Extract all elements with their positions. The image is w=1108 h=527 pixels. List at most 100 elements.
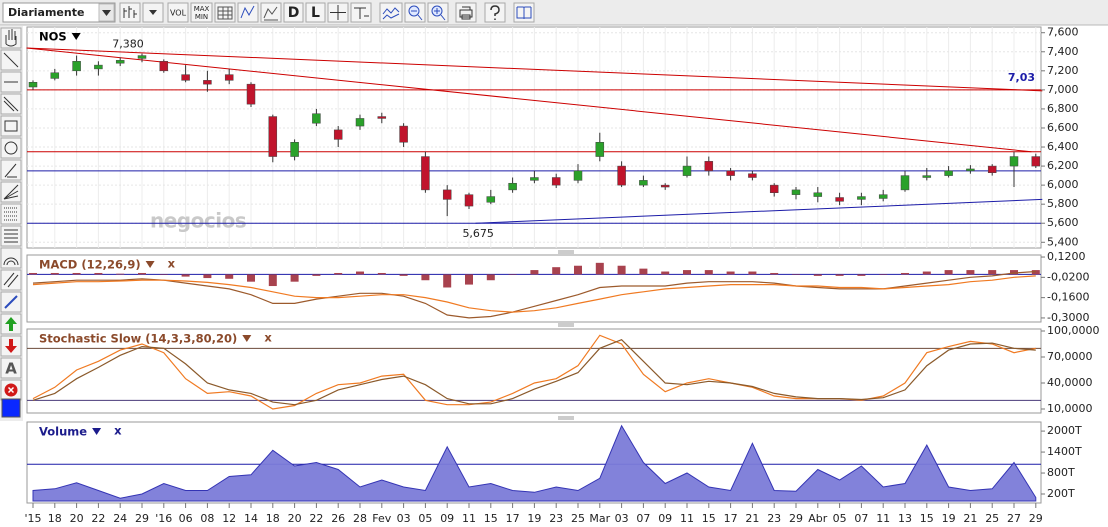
x-tick-label: 05: [418, 512, 432, 525]
histogram-bar: [857, 274, 866, 276]
panel-title: Volume: [39, 425, 87, 439]
candle-body: [72, 61, 81, 72]
x-tick-label: 19: [527, 512, 541, 525]
button[interactable]: [350, 2, 372, 23]
l-button[interactable]: [305, 2, 326, 23]
d-button[interactable]: [283, 2, 304, 23]
histogram-bar: [966, 270, 975, 275]
text-tool[interactable]: [0, 357, 22, 379]
histogram-bar: [116, 273, 125, 275]
histogram-bar: [835, 274, 844, 276]
panel-close[interactable]: x: [114, 424, 122, 438]
title-dropdown[interactable]: [71, 33, 81, 40]
button[interactable]: [484, 2, 506, 23]
icon: [4, 207, 18, 221]
x-tick-label: '15: [24, 512, 41, 525]
histogram-bar: [944, 270, 953, 275]
histogram-bar: [50, 272, 59, 275]
histogram-bar: [225, 274, 234, 279]
x-tick-label: 23: [549, 512, 563, 525]
x-tick-label: 17: [506, 512, 520, 525]
color-picker[interactable]: [1, 398, 21, 418]
tool-button[interactable]: [350, 2, 372, 23]
tool-button[interactable]: [214, 2, 236, 23]
annotation: 7,03: [1008, 71, 1035, 84]
grid-tool[interactable]: [0, 225, 22, 247]
button[interactable]: [119, 2, 141, 23]
x-tick-label: 15: [920, 512, 934, 525]
vol-button[interactable]: [167, 2, 189, 23]
title-dropdown[interactable]: [242, 335, 252, 342]
panel-title: MACD (12,26,9): [39, 258, 141, 272]
print-button[interactable]: [455, 2, 477, 23]
volume-area: [32, 424, 1037, 502]
histogram-bar: [138, 272, 146, 275]
hand-tool[interactable]: [0, 27, 22, 49]
title-dropdown[interactable]: [145, 261, 155, 268]
x-tick-label: Fev: [372, 512, 391, 525]
min-label: MIN: [195, 13, 208, 21]
y-tick-label: -0,1600: [1047, 291, 1089, 304]
histogram-bar: [726, 271, 735, 275]
period-select[interactable]: Diariamente: [2, 2, 116, 23]
x-tick-label: 29: [135, 512, 149, 525]
panel-close[interactable]: x: [168, 257, 176, 271]
book-button[interactable]: [513, 2, 535, 23]
zoom-in-button[interactable]: [427, 2, 449, 23]
x-tick-label: 25: [571, 512, 585, 525]
l-label: L: [311, 5, 320, 21]
help-button[interactable]: [484, 2, 506, 23]
candle-body: [137, 55, 147, 59]
y-tick-label: 6,400: [1047, 140, 1079, 153]
candle-body: [94, 64, 103, 70]
rect-tool[interactable]: [0, 115, 22, 137]
tool-button[interactable]: [142, 2, 164, 23]
fib-tool[interactable]: [0, 203, 22, 225]
select-box[interactable]: [2, 2, 116, 23]
y-tick-label: 100,0000: [1047, 324, 1100, 337]
title-dropdown[interactable]: [92, 428, 102, 435]
tool-button[interactable]: [119, 2, 141, 23]
ellipse-tool[interactable]: [0, 137, 22, 159]
icon: [123, 6, 137, 18]
candle-body: [290, 142, 299, 157]
candle-body: [726, 170, 735, 176]
y-tick-label: 7,400: [1047, 45, 1079, 58]
candle-body: [987, 165, 997, 173]
panel-close[interactable]: x: [264, 331, 272, 345]
icon: [5, 29, 17, 47]
x-tick-label: 18: [48, 512, 62, 525]
y-tick-label: 70,0000: [1047, 350, 1093, 363]
trend-line: [475, 198, 1043, 224]
icon: [4, 229, 18, 243]
tool-button[interactable]: [327, 2, 349, 23]
zoom-out-button[interactable]: [404, 2, 426, 23]
series-line: [32, 270, 1036, 319]
histogram-bar: [922, 271, 931, 275]
x-tick-label: 29: [789, 512, 803, 525]
trend-line: [26, 47, 1032, 153]
icon: [3, 272, 19, 288]
histogram-bar: [72, 272, 81, 275]
parallel-tool[interactable]: [0, 269, 22, 291]
tool-button[interactable]: [260, 2, 282, 23]
toolbar: [0, 0, 1108, 25]
histogram-bar: [661, 271, 670, 275]
icon: [217, 6, 233, 20]
x-tick-label: 18: [266, 512, 280, 525]
icon: [3, 257, 19, 266]
watermark: negocios: [150, 209, 246, 233]
text-tool-label: A: [5, 360, 17, 378]
tool-button[interactable]: [237, 2, 259, 23]
maxmin-button[interactable]: [190, 2, 213, 23]
y-tick-label: 6,600: [1047, 121, 1079, 134]
x-tick-label: 12: [222, 512, 236, 525]
icon: [459, 6, 473, 20]
button[interactable]: [214, 2, 236, 23]
x-tick-label: 27: [1007, 512, 1021, 525]
histogram-bar: [530, 270, 539, 275]
icon: [149, 10, 157, 15]
histogram-bar: [181, 274, 190, 277]
max-label: MAX: [194, 5, 210, 13]
tool-button[interactable]: [379, 2, 403, 23]
